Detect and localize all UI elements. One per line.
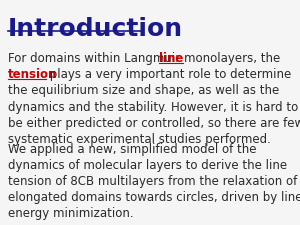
Text: systematic experimental studies performed.: systematic experimental studies performe… xyxy=(8,133,271,146)
Text: be either predicted or controlled, so there are few: be either predicted or controlled, so th… xyxy=(8,117,300,130)
Text: tension: tension xyxy=(8,68,58,81)
Text: line: line xyxy=(159,52,183,65)
Text: the equilibrium size and shape, as well as the: the equilibrium size and shape, as well … xyxy=(8,84,279,97)
Text: For domains within Langmuir monolayers, the: For domains within Langmuir monolayers, … xyxy=(8,52,284,65)
Text: tension of 8CB multilayers from the relaxation of: tension of 8CB multilayers from the rela… xyxy=(8,175,297,188)
Text: dynamics of molecular layers to derive the line: dynamics of molecular layers to derive t… xyxy=(8,159,287,172)
Text: plays a very important role to determine: plays a very important role to determine xyxy=(46,68,291,81)
Text: Introduction: Introduction xyxy=(8,17,183,41)
Text: elongated domains towards circles, driven by line: elongated domains towards circles, drive… xyxy=(8,191,300,204)
Text: We applied a new, simplified model of the: We applied a new, simplified model of th… xyxy=(8,143,257,156)
Text: energy minimization.: energy minimization. xyxy=(8,207,134,220)
Text: dynamics and the stability. However, it is hard to: dynamics and the stability. However, it … xyxy=(8,101,298,114)
